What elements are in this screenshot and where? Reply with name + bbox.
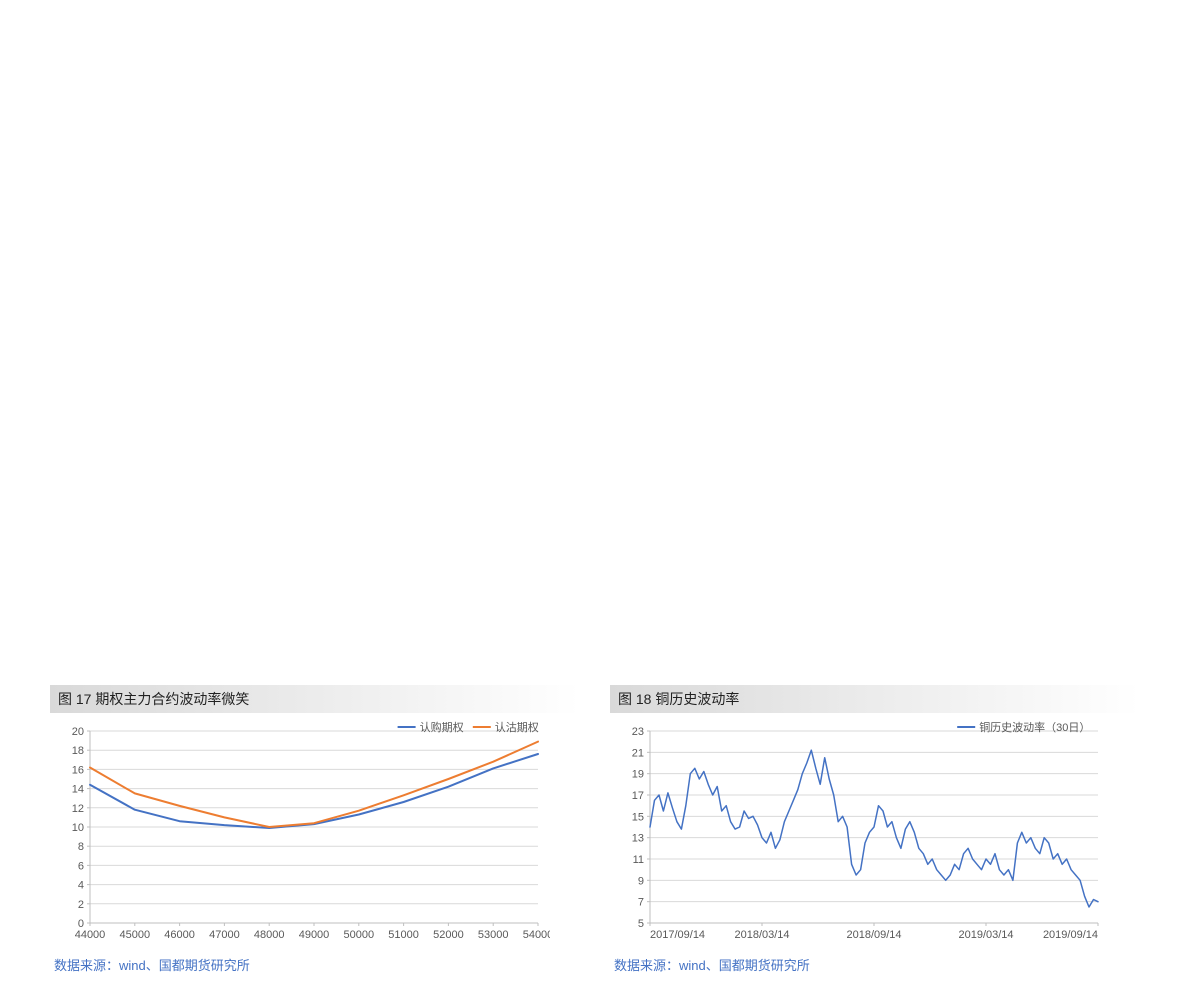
svg-text:53000: 53000 [478, 929, 509, 941]
svg-text:52000: 52000 [433, 929, 464, 941]
chart-svg-right: 5 7 9 11 13 15 17 19 21 23 2017/09/14 2018/03/14 201… [610, 713, 1110, 953]
svg-text:47000: 47000 [209, 929, 240, 941]
svg-text:11: 11 [633, 854, 644, 866]
svg-text:9: 9 [638, 875, 644, 887]
svg-text:6: 6 [78, 860, 84, 872]
chart-body-right: 5 7 9 11 13 15 17 19 21 23 2017/09/14 2018/03/14 201… [610, 713, 1140, 953]
svg-text:19: 19 [632, 769, 644, 781]
svg-text:17: 17 [632, 790, 644, 802]
svg-text:认沽期权: 认沽期权 [495, 721, 539, 734]
svg-text:14: 14 [72, 784, 84, 796]
svg-text:2018/09/14: 2018/09/14 [846, 929, 901, 941]
svg-text:45000: 45000 [120, 929, 151, 941]
svg-text:18: 18 [72, 745, 84, 757]
svg-text:13: 13 [632, 833, 644, 845]
chart-panel-right: 图 18 铜历史波动率 5 7 9 11 13 15 17 19 21 23 2017/09/14 2… [610, 685, 1140, 976]
svg-text:46000: 46000 [164, 929, 195, 941]
svg-text:50000: 50000 [344, 929, 375, 941]
chart-source-left: 数据来源：wind、国都期货研究所 [50, 953, 580, 976]
svg-text:44000: 44000 [75, 929, 106, 941]
chart-body-left: 0246810121416182044000450004600047000480… [50, 713, 580, 953]
chart-svg-left: 0246810121416182044000450004600047000480… [50, 713, 550, 953]
charts-row: 图 17 期权主力合约波动率微笑 02468101214161820440004… [50, 685, 1140, 976]
svg-text:20: 20 [72, 726, 84, 738]
svg-text:10: 10 [72, 822, 84, 834]
svg-text:2017/09/14: 2017/09/14 [650, 929, 705, 941]
chart-panel-left: 图 17 期权主力合约波动率微笑 02468101214161820440004… [50, 685, 580, 976]
svg-text:铜历史波动率（30日）: 铜历史波动率（30日） [979, 720, 1090, 734]
svg-text:8: 8 [78, 841, 84, 853]
svg-text:16: 16 [72, 764, 84, 776]
svg-text:49000: 49000 [299, 929, 330, 941]
svg-text:54000: 54000 [523, 929, 550, 941]
svg-text:认购期权: 认购期权 [420, 720, 464, 734]
svg-text:2: 2 [78, 899, 84, 911]
svg-text:7: 7 [638, 897, 644, 909]
svg-text:4: 4 [78, 880, 84, 892]
svg-text:12: 12 [72, 803, 84, 815]
svg-text:48000: 48000 [254, 929, 285, 941]
svg-text:23: 23 [632, 726, 644, 738]
svg-text:51000: 51000 [388, 929, 419, 941]
svg-text:2018/03/14: 2018/03/14 [734, 929, 789, 941]
chart-title-right: 图 18 铜历史波动率 [610, 685, 1140, 713]
svg-text:2019/09/14: 2019/09/14 [1043, 929, 1098, 941]
chart-title-left: 图 17 期权主力合约波动率微笑 [50, 685, 580, 713]
svg-text:2019/03/14: 2019/03/14 [958, 929, 1013, 941]
svg-text:21: 21 [632, 747, 644, 759]
svg-text:15: 15 [632, 811, 644, 823]
chart-source-right: 数据来源：wind、国都期货研究所 [610, 953, 1140, 976]
svg-text:5: 5 [638, 918, 644, 930]
